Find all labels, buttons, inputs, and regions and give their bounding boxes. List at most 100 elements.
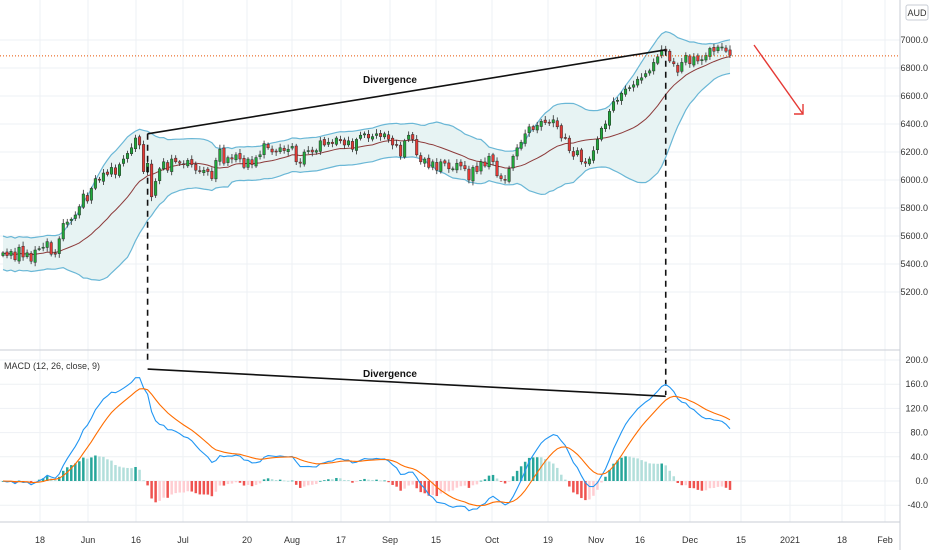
- macd-histogram-bar: [290, 480, 294, 482]
- macd-histogram-bar: [419, 481, 422, 493]
- macd-histogram-bar: [391, 481, 394, 485]
- macd-histogram-bar: [33, 481, 37, 482]
- x-tick-label: Oct: [485, 535, 500, 545]
- macd-histogram-bar: [604, 476, 607, 481]
- candle: [491, 154, 495, 163]
- candle: [178, 161, 182, 164]
- macd-histogram-bar: [395, 481, 398, 487]
- candle: [423, 158, 427, 164]
- candle: [73, 214, 77, 219]
- macd-histogram-bar: [692, 481, 696, 489]
- macd-histogram-bar: [704, 481, 708, 491]
- macd-histogram-bar: [323, 480, 326, 482]
- candle: [278, 147, 282, 152]
- macd-histogram-bar: [431, 481, 435, 495]
- macd-histogram-bar: [122, 467, 125, 481]
- macd-histogram-bar: [206, 481, 210, 495]
- y-tick-label: 7000.0: [900, 35, 928, 45]
- candle: [350, 141, 354, 150]
- macd-histogram-bar: [250, 481, 254, 487]
- macd-histogram-bar: [150, 481, 153, 499]
- macd-histogram-bar: [644, 461, 647, 481]
- candle: [459, 161, 463, 167]
- macd-histogram-bar: [98, 456, 101, 481]
- macd-histogram-bar: [186, 481, 190, 492]
- candle: [559, 125, 563, 139]
- currency-label: AUD: [907, 8, 927, 18]
- macd-divergence-label: Divergence: [363, 369, 417, 380]
- candle: [101, 172, 105, 182]
- macd-histogram-bar: [588, 481, 591, 500]
- y-tick-label: 5400.0: [900, 259, 928, 269]
- candle: [29, 252, 33, 262]
- macd-histogram-bar: [652, 463, 655, 481]
- candle: [656, 56, 660, 64]
- x-tick-label: Jul: [177, 535, 189, 545]
- macd-histogram-bar: [214, 481, 218, 492]
- macd-histogram-bar: [226, 481, 230, 485]
- candle: [636, 78, 640, 86]
- y-tick-label: 5600.0: [900, 231, 928, 241]
- macd-histogram-bar: [307, 481, 310, 486]
- candle: [511, 155, 515, 169]
- candle: [234, 154, 238, 161]
- candle: [246, 158, 250, 168]
- macd-histogram-bar: [399, 481, 402, 491]
- macd-histogram-bar: [495, 478, 499, 481]
- macd-histogram-bar: [447, 481, 451, 492]
- macd-histogram-bar: [511, 476, 515, 481]
- macd-histogram-bar: [74, 463, 77, 481]
- candle: [724, 47, 728, 52]
- macd-histogram-bar: [146, 481, 149, 486]
- macd-histogram-bar: [439, 481, 443, 494]
- macd-histogram-bar: [580, 481, 583, 499]
- candle: [608, 111, 611, 126]
- macd-histogram-bar: [126, 467, 129, 481]
- candle: [519, 141, 523, 149]
- candle: [451, 168, 455, 171]
- candle: [314, 150, 318, 153]
- candle: [254, 157, 258, 167]
- macd-histogram-bar: [315, 481, 318, 485]
- candle: [471, 167, 475, 182]
- candle: [427, 157, 431, 168]
- candle: [563, 137, 567, 139]
- macd-histogram-bar: [53, 479, 57, 481]
- candle: [708, 48, 712, 57]
- macd-histogram-bar: [720, 481, 724, 487]
- macd-y-tick-label: 80.0: [910, 428, 928, 438]
- candle: [411, 134, 415, 140]
- macd-histogram-bar: [519, 466, 523, 481]
- candle: [93, 178, 97, 189]
- macd-histogram-bar: [475, 481, 479, 485]
- x-tick-label: Feb: [877, 535, 893, 545]
- candle: [57, 238, 61, 254]
- candle: [571, 151, 575, 157]
- macd-line: [2, 377, 731, 512]
- macd-histogram-bar: [383, 480, 386, 482]
- candle: [455, 162, 459, 171]
- macd-histogram-bar: [82, 457, 85, 481]
- macd-histogram-bar: [407, 481, 410, 486]
- macd-histogram-bar: [499, 481, 503, 482]
- macd-histogram-bar: [491, 474, 495, 481]
- candle: [391, 137, 395, 146]
- candle: [547, 121, 551, 124]
- macd-histogram-bar: [198, 481, 202, 495]
- candle: [652, 62, 656, 72]
- macd-histogram-bar: [202, 481, 206, 495]
- candle: [495, 160, 499, 177]
- x-tick-label: 20: [242, 535, 252, 545]
- macd-histogram-bar: [427, 481, 431, 496]
- candle: [334, 137, 338, 145]
- macd-histogram-bar: [102, 456, 105, 481]
- candle: [479, 161, 483, 172]
- candle: [218, 148, 222, 162]
- candle: [535, 125, 539, 131]
- candle: [214, 160, 218, 180]
- candle: [551, 119, 555, 124]
- candle: [716, 46, 720, 52]
- candle: [358, 134, 362, 139]
- candle: [286, 148, 290, 152]
